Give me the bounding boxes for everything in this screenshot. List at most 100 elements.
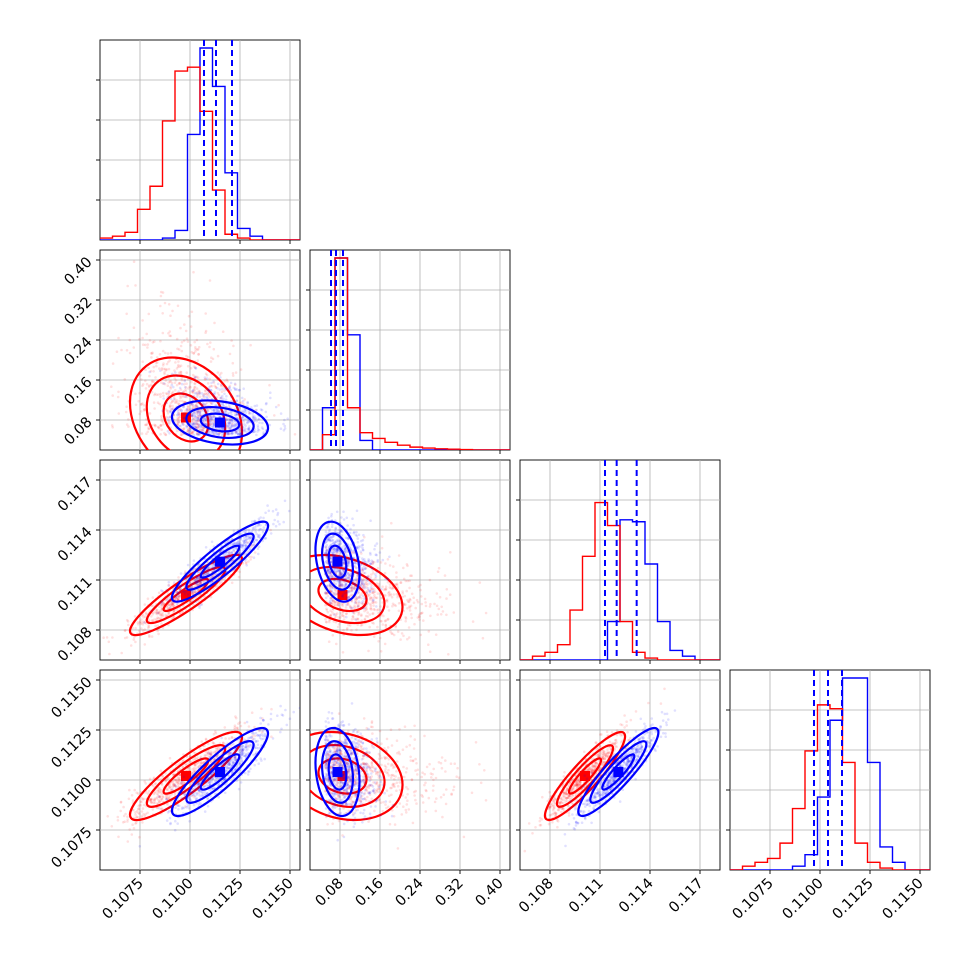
scatter-point bbox=[335, 602, 338, 606]
scatter-point bbox=[243, 423, 246, 426]
scatter-point bbox=[152, 380, 156, 384]
scatter-point bbox=[206, 409, 210, 413]
scatter-point bbox=[120, 651, 123, 655]
scatter-point bbox=[243, 417, 247, 421]
scatter-point bbox=[350, 606, 353, 610]
scatter-point bbox=[377, 611, 380, 615]
scatter-point bbox=[252, 528, 255, 531]
scatter-point bbox=[326, 568, 330, 571]
scatter-point bbox=[178, 588, 182, 592]
scatter-point bbox=[360, 579, 363, 582]
scatter-point bbox=[385, 600, 389, 603]
scatter-point bbox=[122, 805, 125, 809]
scatter-point bbox=[196, 413, 200, 416]
panel-content bbox=[106, 704, 300, 848]
scatter-point bbox=[220, 408, 223, 412]
scatter-point bbox=[161, 613, 164, 617]
scatter-point bbox=[347, 576, 351, 580]
scatter-point bbox=[169, 410, 172, 414]
scatter-point bbox=[372, 598, 375, 601]
scatter-point bbox=[202, 393, 205, 397]
scatter-point bbox=[219, 376, 222, 379]
scatter-point bbox=[353, 561, 356, 564]
scatter-point bbox=[268, 423, 272, 427]
scatter-point bbox=[127, 623, 130, 627]
scatter-point bbox=[331, 522, 334, 526]
scatter-point bbox=[179, 344, 183, 348]
scatter-point bbox=[192, 771, 195, 774]
scatter-point bbox=[239, 433, 242, 436]
scatter-point bbox=[178, 413, 182, 416]
scatter-point bbox=[141, 343, 145, 347]
scatter-point bbox=[137, 399, 140, 403]
scatter-point bbox=[195, 391, 199, 394]
scatter-point bbox=[161, 364, 165, 367]
scatter-point bbox=[192, 767, 196, 770]
scatter-point bbox=[355, 509, 359, 513]
scatter-point bbox=[208, 391, 211, 395]
scatter-point bbox=[140, 627, 143, 630]
scatter-point bbox=[243, 538, 247, 541]
scatter-point bbox=[140, 618, 143, 621]
scatter-point bbox=[215, 585, 218, 588]
scatter-point bbox=[177, 576, 180, 579]
scatter-point bbox=[376, 558, 380, 562]
scatter-point bbox=[150, 383, 153, 387]
scatter-point bbox=[132, 326, 136, 330]
scatter-point bbox=[212, 409, 216, 412]
scatter-point bbox=[151, 380, 154, 384]
scatter-point bbox=[224, 398, 228, 402]
scatter-point bbox=[207, 388, 211, 392]
scatter-point bbox=[324, 617, 327, 621]
scatter-point bbox=[140, 403, 143, 406]
scatter-point bbox=[160, 797, 163, 801]
scatter-point bbox=[194, 767, 198, 770]
scatter-point bbox=[325, 526, 328, 529]
scatter-point bbox=[338, 569, 341, 573]
scatter-point bbox=[362, 582, 366, 586]
scatter-point bbox=[189, 783, 192, 786]
scatter-point bbox=[197, 424, 201, 427]
scatter-point bbox=[197, 432, 201, 436]
scatter-point bbox=[195, 432, 199, 435]
scatter-point bbox=[222, 433, 225, 436]
scatter-point bbox=[182, 412, 186, 415]
scatter-point bbox=[193, 590, 196, 593]
scatter-point bbox=[197, 570, 200, 574]
scatter-point bbox=[339, 583, 343, 587]
scatter-point bbox=[144, 423, 147, 427]
scatter-point bbox=[255, 420, 258, 423]
scatter-point bbox=[182, 339, 186, 343]
scatter-point bbox=[397, 609, 401, 613]
scatter-point bbox=[154, 361, 158, 365]
scatter-point bbox=[325, 549, 328, 553]
scatter-point bbox=[139, 403, 143, 406]
scatter-point bbox=[176, 598, 180, 601]
scatter-point bbox=[387, 609, 391, 612]
scatter-point bbox=[151, 596, 155, 599]
scatter-point bbox=[372, 591, 375, 594]
scatter-point bbox=[227, 554, 230, 557]
scatter-point bbox=[175, 594, 178, 598]
scatter-point bbox=[153, 407, 156, 410]
scatter-point bbox=[209, 419, 212, 423]
scatter-point bbox=[343, 578, 347, 581]
scatter-point bbox=[173, 784, 177, 788]
scatter-point bbox=[199, 755, 203, 759]
scatter-point bbox=[193, 382, 196, 385]
scatter-point bbox=[179, 370, 182, 374]
scatter-point bbox=[246, 541, 249, 544]
scatter-point bbox=[243, 543, 246, 546]
scatter-point bbox=[240, 544, 244, 547]
scatter-point bbox=[386, 558, 390, 561]
scatter-point bbox=[262, 526, 266, 529]
scatter-point bbox=[198, 577, 201, 580]
scatter-point bbox=[372, 604, 375, 607]
scatter-point bbox=[371, 562, 374, 565]
scatter-point bbox=[251, 414, 255, 418]
scatter-point bbox=[237, 575, 241, 579]
scatter-point bbox=[360, 619, 364, 622]
scatter-point bbox=[233, 382, 237, 386]
scatter-point bbox=[340, 603, 344, 606]
scatter-point bbox=[111, 362, 115, 365]
